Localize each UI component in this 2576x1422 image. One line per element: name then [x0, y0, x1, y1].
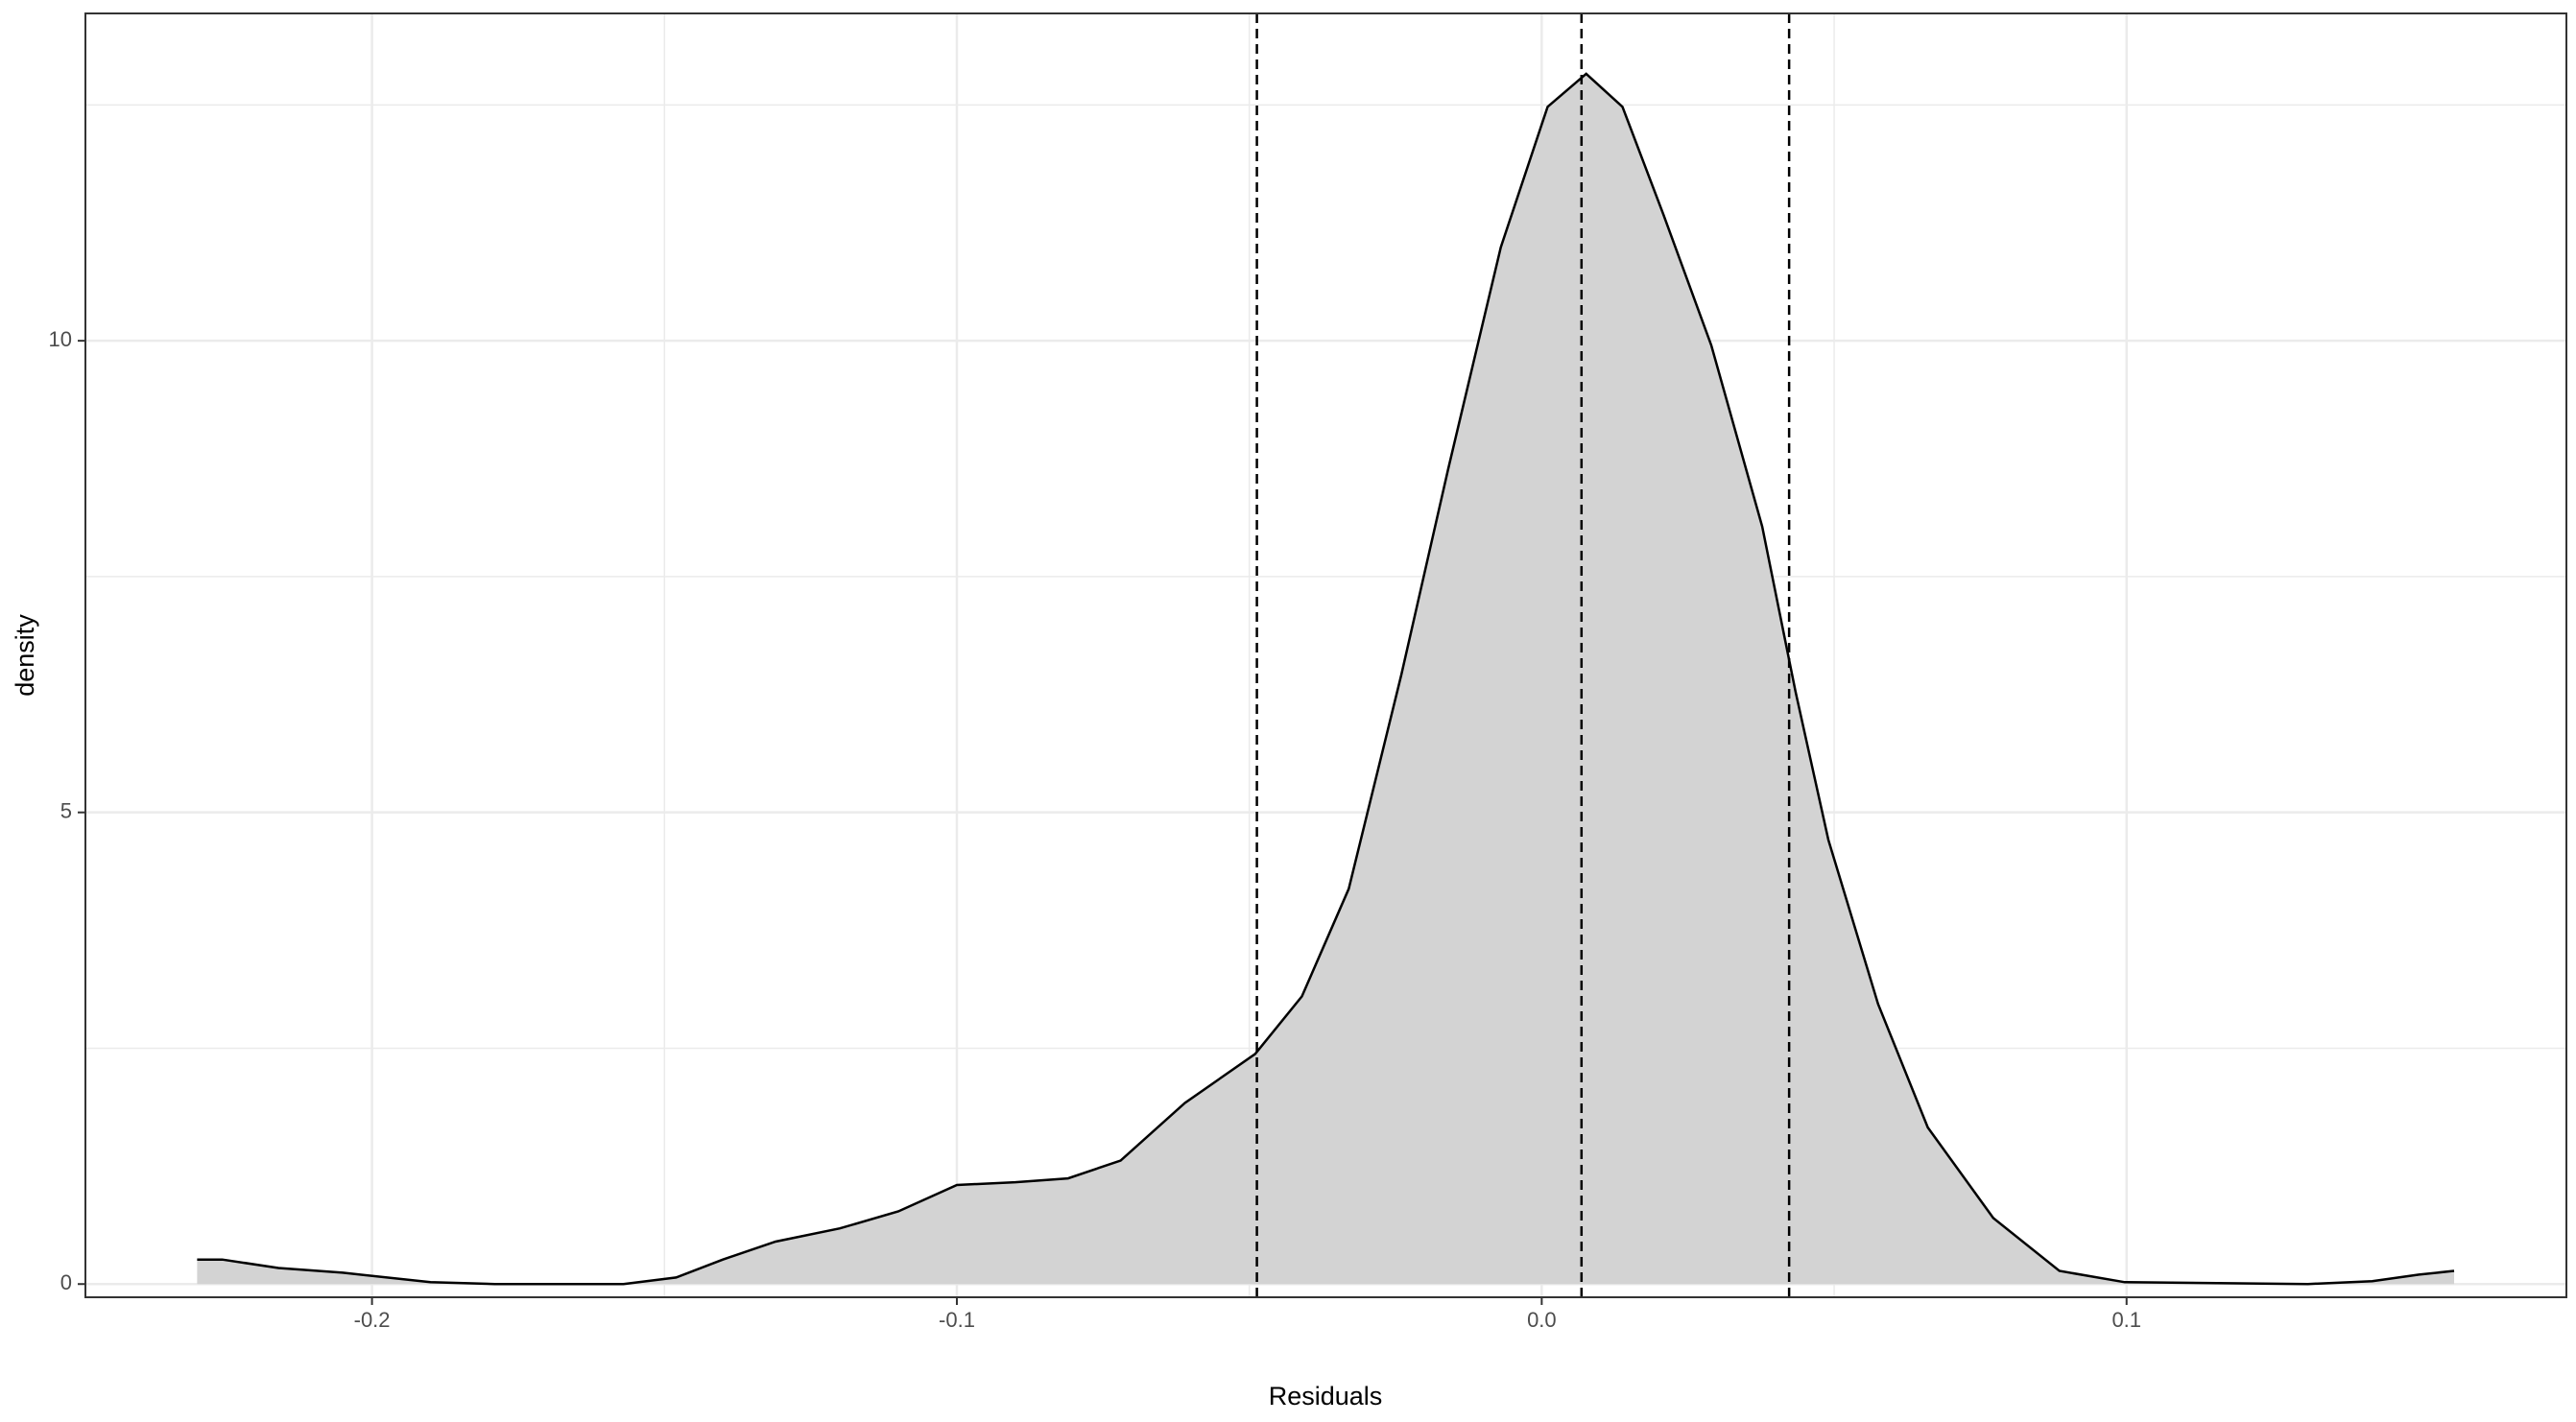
y-tick-label: 10	[49, 327, 72, 351]
y-tick-label: 0	[60, 1270, 72, 1294]
y-tick-label: 5	[60, 798, 72, 822]
x-tick-label: 0.1	[2111, 1308, 2141, 1332]
panel-border	[84, 12, 2567, 1298]
density-fill	[197, 73, 2454, 1285]
x-axis-title: Residuals	[1269, 1382, 1383, 1410]
x-tick-label: -0.1	[939, 1308, 975, 1332]
x-tick-label: 0.0	[1527, 1308, 1557, 1332]
density-line	[197, 72, 2455, 1286]
x-tick-label: -0.2	[354, 1308, 391, 1332]
y-axis-title: density	[11, 614, 39, 697]
